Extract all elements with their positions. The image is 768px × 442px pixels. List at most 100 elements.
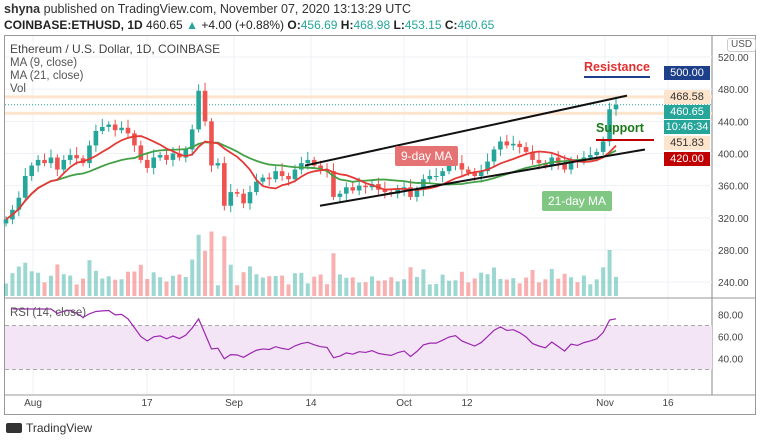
- candle-body: [273, 171, 278, 180]
- rsi-tick: 80.00: [718, 311, 743, 322]
- candle-body: [510, 143, 516, 146]
- candle-body: [164, 155, 169, 160]
- candle-body: [478, 171, 484, 176]
- candle-body: [189, 129, 195, 150]
- candle-body: [382, 189, 388, 193]
- symbol: COINBASE:ETHUSD, 1D: [4, 18, 143, 32]
- candle-body: [151, 157, 156, 168]
- candle-body: [100, 126, 105, 131]
- candle-body: [183, 149, 189, 158]
- candle-body: [594, 151, 600, 156]
- resistance-label: Resistance: [584, 60, 651, 78]
- low: 453.15: [404, 18, 442, 32]
- volume-bar: [581, 275, 586, 296]
- candle-body: [292, 169, 298, 180]
- volume-bar: [466, 282, 471, 296]
- candle-body: [331, 171, 336, 197]
- time-tick: Aug: [24, 398, 42, 409]
- candle-body: [523, 147, 529, 152]
- candle-body: [196, 90, 201, 130]
- volume-bar: [395, 281, 400, 296]
- candle-body: [22, 175, 28, 198]
- candle-body: [568, 159, 574, 170]
- upper-channel-line: [304, 94, 628, 167]
- volume-bar: [453, 280, 458, 296]
- tradingview-icon: [6, 423, 22, 433]
- volume-bar: [267, 276, 272, 296]
- tradingview-logo[interactable]: TradingView: [6, 421, 92, 435]
- candle-body: [440, 171, 445, 176]
- candle-body: [299, 163, 304, 170]
- candle-body: [363, 185, 368, 188]
- volume-bar: [170, 275, 175, 296]
- volume-bar: [145, 279, 150, 296]
- volume-bar: [196, 234, 201, 296]
- candle-body: [144, 159, 150, 168]
- volume-bar: [273, 276, 278, 296]
- candle-body: [112, 124, 118, 131]
- candle-body: [433, 175, 439, 177]
- price-tick: 400.00: [718, 149, 749, 160]
- volume-bar: [594, 279, 599, 296]
- volume-bar: [459, 271, 464, 296]
- volume-bar: [479, 272, 484, 296]
- volume-bar: [447, 280, 452, 296]
- candle-body: [215, 163, 221, 166]
- volume-bar: [543, 279, 548, 296]
- volume-bar: [248, 266, 252, 296]
- candle-body: [555, 157, 561, 164]
- volume-bar: [203, 250, 208, 296]
- volume-bar: [151, 272, 156, 296]
- volume-bar: [235, 285, 240, 296]
- volume-bar: [402, 279, 407, 296]
- rsi-line: [12, 308, 617, 360]
- volume-bar: [260, 277, 265, 296]
- volume-bar: [344, 277, 349, 296]
- volume-bar: [440, 274, 445, 296]
- high: 468.98: [353, 18, 391, 32]
- candle-body: [138, 145, 144, 160]
- open: 456.69: [300, 18, 338, 32]
- volume-bar: [177, 274, 182, 296]
- candle-body: [87, 145, 92, 164]
- price-tick: 240.00: [718, 278, 749, 289]
- candle-body: [93, 130, 99, 146]
- volume-bar: [517, 283, 522, 296]
- candle-body: [42, 159, 47, 164]
- candle-body: [254, 181, 259, 193]
- close: 460.65: [457, 18, 495, 32]
- ma9-annotation: 9-day MA: [395, 146, 459, 166]
- rsi-tick: 60.00: [718, 333, 743, 344]
- candle-body: [517, 143, 522, 148]
- candle-body: [119, 127, 124, 131]
- volume-bar: [498, 279, 503, 296]
- rsi-tick: 40.00: [718, 355, 743, 366]
- volume-bar: [299, 272, 304, 296]
- volume-bar: [337, 274, 342, 296]
- volume-bar: [222, 236, 227, 296]
- volume-bar: [318, 274, 323, 296]
- candle-body: [305, 159, 311, 164]
- candle-body: [414, 189, 420, 197]
- time-tick: Sep: [225, 398, 243, 409]
- publish-date: published on TradingView.com, November 0…: [43, 2, 411, 16]
- candle-body: [286, 175, 291, 180]
- candle-body: [485, 161, 490, 172]
- volume-bar: [190, 259, 195, 296]
- candle-body: [279, 171, 285, 176]
- candle-body: [157, 155, 163, 158]
- chart-frame[interactable]: [4, 35, 756, 415]
- candle-body: [16, 197, 22, 210]
- currency-button[interactable]: USD: [727, 38, 757, 52]
- volume-bar: [23, 262, 28, 296]
- price-tick: 360.00: [718, 182, 749, 193]
- support-price-tag: 420.00: [664, 152, 710, 166]
- candle-body: [504, 141, 510, 146]
- volume-bar: [357, 282, 362, 296]
- candle-body: [228, 192, 234, 206]
- volume-bar: [100, 278, 105, 296]
- candle-body: [337, 193, 343, 197]
- rsi-band: [5, 325, 712, 370]
- candle-body: [202, 90, 208, 122]
